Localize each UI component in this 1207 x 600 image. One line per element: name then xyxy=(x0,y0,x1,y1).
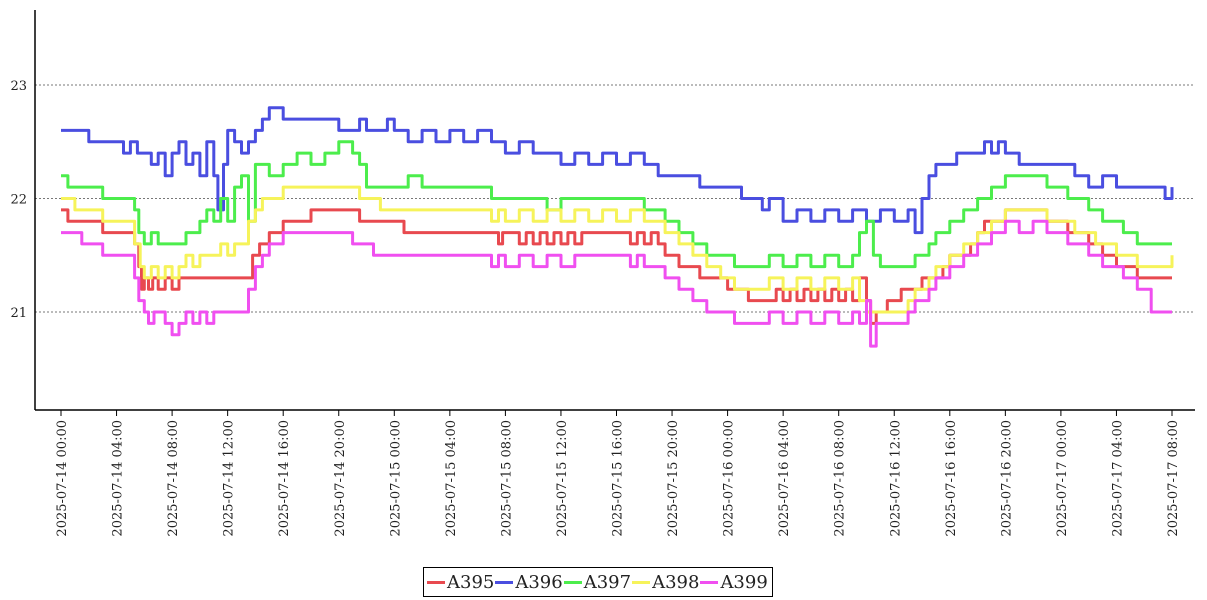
x-tick-label: 2025-07-14 16:00 xyxy=(277,420,292,537)
series-line-a398 xyxy=(61,185,1174,314)
legend-label: A395 xyxy=(447,571,495,593)
x-axis-ticks: 2025-07-14 00:00 2025-07-14 04:00 2025-07-… xyxy=(55,410,1181,537)
series-line-a396 xyxy=(61,106,1174,235)
chart-legend: A395 A396 A397 A398 A399 xyxy=(423,567,773,597)
x-tick-label: 2025-07-14 20:00 xyxy=(333,420,348,537)
x-tick-label: 2025-07-16 04:00 xyxy=(777,420,792,537)
series-lines xyxy=(61,106,1174,348)
x-tick-label: 2025-07-17 04:00 xyxy=(1110,420,1125,537)
y-tick-label: 21 xyxy=(10,306,27,321)
legend-item-a398: A398 xyxy=(632,572,699,593)
series-line-a397 xyxy=(61,140,1172,269)
y-axis-ticks: 21 22 23 xyxy=(10,79,27,321)
x-tick-label: 2025-07-17 08:00 xyxy=(1166,420,1181,537)
x-tick-label: 2025-07-15 16:00 xyxy=(611,420,626,537)
x-tick-label: 2025-07-15 20:00 xyxy=(666,420,681,537)
y-tick-label: 23 xyxy=(10,79,27,94)
legend-label: A397 xyxy=(583,571,632,593)
x-tick-label: 2025-07-16 08:00 xyxy=(833,420,848,537)
x-tick-label: 2025-07-15 00:00 xyxy=(388,420,403,537)
x-tick-label: 2025-07-17 00:00 xyxy=(1055,420,1070,537)
legend-swatch xyxy=(632,580,651,584)
legend-item-a397: A397 xyxy=(563,571,632,593)
legend-item-a395: A395 xyxy=(427,572,494,593)
legend-swatch xyxy=(700,580,719,584)
series-line-a399 xyxy=(61,219,1172,348)
x-tick-label: 2025-07-14 12:00 xyxy=(222,420,237,537)
legend-label: A396 xyxy=(515,571,563,593)
legend-label: A399 xyxy=(720,571,768,593)
x-tick-label: 2025-07-16 12:00 xyxy=(888,420,903,537)
x-tick-label: 2025-07-16 16:00 xyxy=(944,420,959,537)
x-tick-label: 2025-07-14 00:00 xyxy=(55,420,70,537)
y-tick-label: 22 xyxy=(10,193,27,208)
legend-swatch xyxy=(495,580,514,584)
legend-label: A398 xyxy=(652,571,700,593)
x-tick-label: 2025-07-16 20:00 xyxy=(999,420,1014,537)
x-tick-label: 2025-07-15 12:00 xyxy=(555,420,570,537)
x-tick-label: 2025-07-14 04:00 xyxy=(111,420,126,537)
x-tick-label: 2025-07-15 04:00 xyxy=(444,420,459,537)
x-tick-label: 2025-07-15 08:00 xyxy=(499,420,514,537)
x-tick-label: 2025-07-16 00:00 xyxy=(722,420,737,537)
legend-item-a396: A396 xyxy=(495,571,563,593)
legend-swatch xyxy=(427,580,445,584)
x-tick-label: 2025-07-14 08:00 xyxy=(166,420,181,537)
legend-swatch xyxy=(563,580,582,584)
legend-item-a399: A399 xyxy=(700,571,768,593)
